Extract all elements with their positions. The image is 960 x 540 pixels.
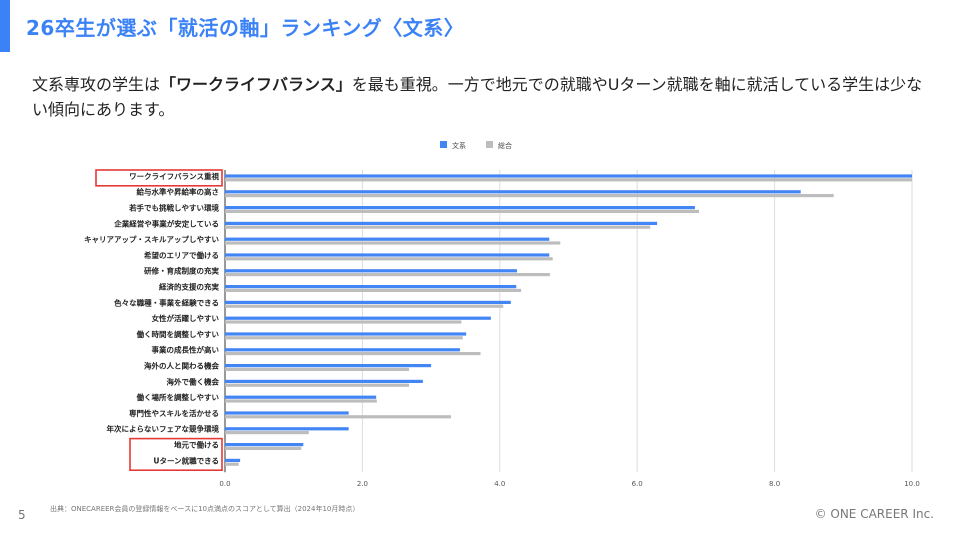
bar-bunkei xyxy=(225,190,801,194)
bar-sogo xyxy=(225,257,553,261)
source-note: 出典：ONECAREER会員の登録情報をベースに10点満点のスコアとして算出（2… xyxy=(50,505,360,513)
bar-bunkei xyxy=(225,379,423,383)
bar-bunkei xyxy=(225,332,467,336)
bar-bunkei xyxy=(225,285,517,289)
bar-sogo xyxy=(225,194,834,198)
category-label: 色々な職種・事業を経験できる xyxy=(114,297,219,307)
lead-part1: 文系専攻の学生は xyxy=(32,75,161,94)
category-label: 地元で働ける xyxy=(174,440,219,450)
bar-sogo xyxy=(225,209,700,213)
bar-bunkei xyxy=(225,269,517,273)
bar-chart: 0.0 2.0 4.0 6.0 8.0 10.0 文系 総合ワークライフバランス重視給与水準や… xyxy=(84,141,920,488)
category-label: 女性が活躍しやすい xyxy=(152,313,220,323)
bar-bunkei xyxy=(225,348,460,352)
bar-sogo xyxy=(225,462,239,466)
bar-bunkei xyxy=(225,174,912,178)
category-label: ワークライフバランス重視 xyxy=(129,171,219,181)
bar-sogo xyxy=(225,383,410,387)
bar-bunkei xyxy=(225,411,349,415)
bar-bunkei xyxy=(225,300,511,304)
x-tick-label: 6.0 xyxy=(632,480,643,488)
title-accent-bar xyxy=(0,0,10,52)
category-label: 経済的支援の充実 xyxy=(159,282,219,292)
bar-sogo xyxy=(225,352,481,356)
category-label: 若手でも挑戦しやすい環境 xyxy=(128,203,219,213)
bar-bunkei xyxy=(225,221,658,225)
category-label: 海外で働く機会 xyxy=(167,376,220,386)
bar-bunkei xyxy=(225,443,304,447)
category-label: 給与水準や昇給率の高さ xyxy=(137,187,220,197)
category-label: 企業経営や事業が安定している xyxy=(113,218,219,228)
bar-bunkei xyxy=(225,458,241,462)
bar-bunkei xyxy=(225,253,550,257)
x-tick-label: 4.0 xyxy=(494,480,505,488)
bar-sogo xyxy=(225,367,410,371)
category-label: 年次によらないフェアな競争環境 xyxy=(107,424,220,434)
bar-sogo xyxy=(225,178,912,182)
legend-swatch xyxy=(486,141,493,148)
bar-sogo xyxy=(225,399,377,403)
category-label: Uターン就職できる xyxy=(153,455,219,465)
category-label: 研修・育成制度の充実 xyxy=(144,266,219,276)
bar-bunkei xyxy=(225,237,550,241)
bar-sogo xyxy=(225,320,462,324)
x-tick-label: 8.0 xyxy=(769,480,780,488)
x-tick-label: 2.0 xyxy=(357,480,368,488)
bar-bunkei xyxy=(225,316,491,320)
category-label: 希望のエリアで働ける xyxy=(144,250,219,260)
highlight-box xyxy=(95,169,223,187)
highlight-box xyxy=(129,437,223,472)
bar-sogo xyxy=(225,241,561,245)
lead-bold: 「ワークライフバランス」 xyxy=(160,75,352,94)
x-tick-label: 10.0 xyxy=(904,480,920,488)
lead-part2: を最も重視。一方で地元での就職やUターン就職を軸に就活している学生は少ない傾向に… xyxy=(32,75,923,119)
bar-bunkei xyxy=(225,395,377,399)
legend-swatch xyxy=(440,141,447,148)
bar-sogo xyxy=(225,446,302,450)
bar-bunkei xyxy=(225,364,432,368)
legend-label: 総合 xyxy=(498,141,512,150)
category-label: キャリアアップ・スキルアップしやすい xyxy=(84,234,219,244)
legend-label: 文系 xyxy=(452,141,466,150)
x-tick-label: 0.0 xyxy=(219,480,230,488)
bar-sogo xyxy=(225,415,452,419)
bar-sogo xyxy=(225,288,522,292)
copyright: © ONE CAREER Inc. xyxy=(814,507,934,521)
bar-sogo xyxy=(225,304,504,308)
bar-bunkei xyxy=(225,206,695,210)
lead-text: 文系専攻の学生は「ワークライフバランス」を最も重視。一方で地元での就職やUターン… xyxy=(32,72,932,122)
category-label: 専門性やスキルを活かせる xyxy=(129,408,219,418)
bar-sogo xyxy=(225,273,550,277)
page-number: 5 xyxy=(18,508,26,522)
category-label: 働く場所を調整しやすい xyxy=(136,392,220,402)
bar-sogo xyxy=(225,431,309,435)
bar-sogo xyxy=(225,336,463,340)
bar-bunkei xyxy=(225,427,349,431)
category-label: 働く時間を調整しやすい xyxy=(136,329,220,339)
category-label: 事業の成長性が高い xyxy=(152,345,220,355)
bar-sogo xyxy=(225,225,651,229)
page-title: 26卒生が選ぶ「就活の軸」ランキング〈文系〉 xyxy=(26,16,465,40)
category-label: 海外の人と関わる機会 xyxy=(144,361,219,371)
